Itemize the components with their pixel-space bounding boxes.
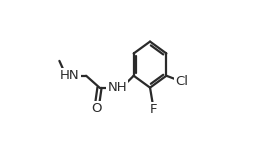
Text: NH: NH bbox=[107, 81, 127, 94]
Text: O: O bbox=[91, 102, 102, 115]
Text: HN: HN bbox=[60, 69, 80, 82]
Text: Cl: Cl bbox=[176, 75, 188, 88]
Text: F: F bbox=[150, 103, 157, 116]
